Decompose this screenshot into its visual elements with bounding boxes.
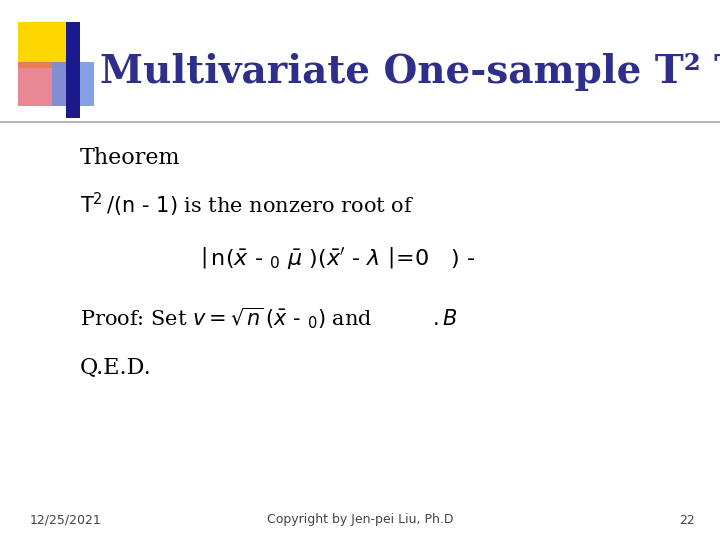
- Text: $\left|\,\mathrm{n}(\bar{x}\ \text{-}\ {}_{0}\ \bar{\mu}\ )(\bar{x}'\ \text{-}\ : $\left|\,\mathrm{n}(\bar{x}\ \text{-}\ {…: [200, 245, 475, 271]
- Text: Copyright by Jen-pei Liu, Ph.D: Copyright by Jen-pei Liu, Ph.D: [266, 514, 454, 526]
- Text: 22: 22: [679, 514, 695, 526]
- Text: 12/25/2021: 12/25/2021: [30, 514, 102, 526]
- Bar: [18, 22, 70, 68]
- Text: Proof: Set $v = \sqrt{n}\,(\bar{x}\ \text{-}\ {}_{0})$ and$\qquad\quad.B$: Proof: Set $v = \sqrt{n}\,(\bar{x}\ \tex…: [80, 305, 458, 331]
- Text: Multivariate One-sample T² Test: Multivariate One-sample T² Test: [100, 53, 720, 91]
- Text: Q.E.D.: Q.E.D.: [80, 357, 152, 379]
- Bar: [66, 22, 80, 118]
- Text: Theorem: Theorem: [80, 147, 181, 169]
- Text: $\mathrm{T}^2\,/(\mathrm{n}\ \text{-}\ 1)$ is the nonzero root of: $\mathrm{T}^2\,/(\mathrm{n}\ \text{-}\ 1…: [80, 191, 414, 219]
- Bar: [18, 62, 66, 106]
- Bar: [52, 62, 94, 106]
